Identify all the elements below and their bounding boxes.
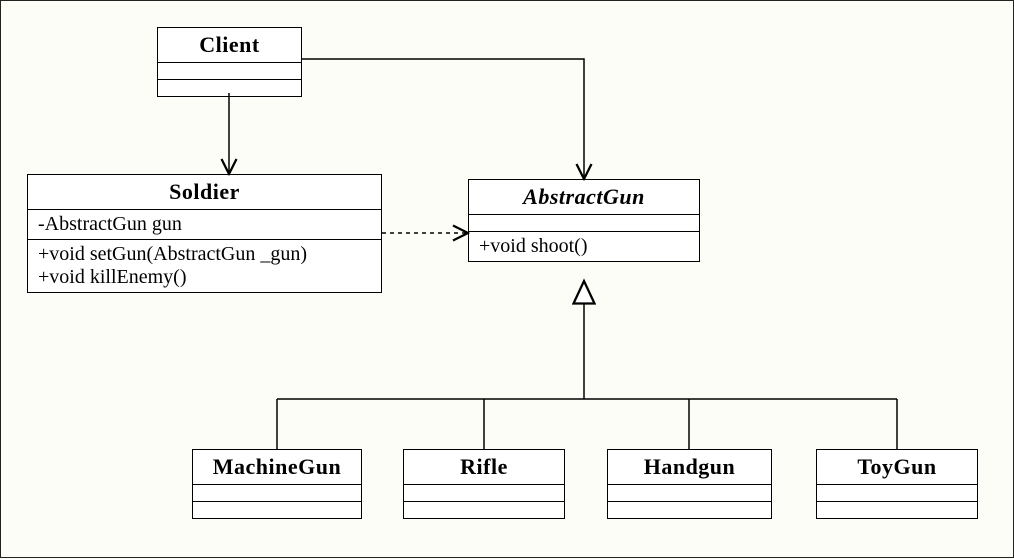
- class-name: Client: [158, 28, 301, 63]
- class-handgun: Handgun: [607, 449, 772, 519]
- class-soldier: Soldier -AbstractGun gun +void setGun(Ab…: [27, 174, 382, 293]
- class-name: Handgun: [608, 450, 771, 485]
- class-ops: [404, 502, 564, 518]
- class-ops: [193, 502, 361, 518]
- class-attrs: [817, 485, 977, 502]
- operation: +void killEnemy(): [38, 266, 371, 289]
- class-abstract-gun: AbstractGun +void shoot(): [468, 179, 700, 262]
- class-name: Rifle: [404, 450, 564, 485]
- class-attrs: [193, 485, 361, 502]
- class-ops: +void shoot(): [469, 232, 699, 261]
- class-attrs: [608, 485, 771, 502]
- class-client: Client: [157, 27, 302, 97]
- class-ops: +void setGun(AbstractGun _gun) +void kil…: [28, 240, 381, 292]
- class-name: AbstractGun: [469, 180, 699, 215]
- class-attrs: [469, 215, 699, 232]
- class-attrs: [404, 485, 564, 502]
- class-rifle: Rifle: [403, 449, 565, 519]
- class-toy-gun: ToyGun: [816, 449, 978, 519]
- class-name: MachineGun: [193, 450, 361, 485]
- class-ops: [817, 502, 977, 518]
- diagram-canvas: Client Soldier -AbstractGun gun +void se…: [0, 0, 1014, 558]
- class-name: ToyGun: [817, 450, 977, 485]
- class-ops: [608, 502, 771, 518]
- edge-client-abstractgun: [302, 59, 584, 179]
- operation: +void setGun(AbstractGun _gun): [38, 243, 371, 266]
- class-machine-gun: MachineGun: [192, 449, 362, 519]
- class-attrs: -AbstractGun gun: [28, 210, 381, 240]
- class-name: Soldier: [28, 175, 381, 210]
- class-attrs: [158, 63, 301, 80]
- operation: +void shoot(): [479, 235, 689, 258]
- attribute: -AbstractGun gun: [38, 213, 371, 236]
- class-ops: [158, 80, 301, 96]
